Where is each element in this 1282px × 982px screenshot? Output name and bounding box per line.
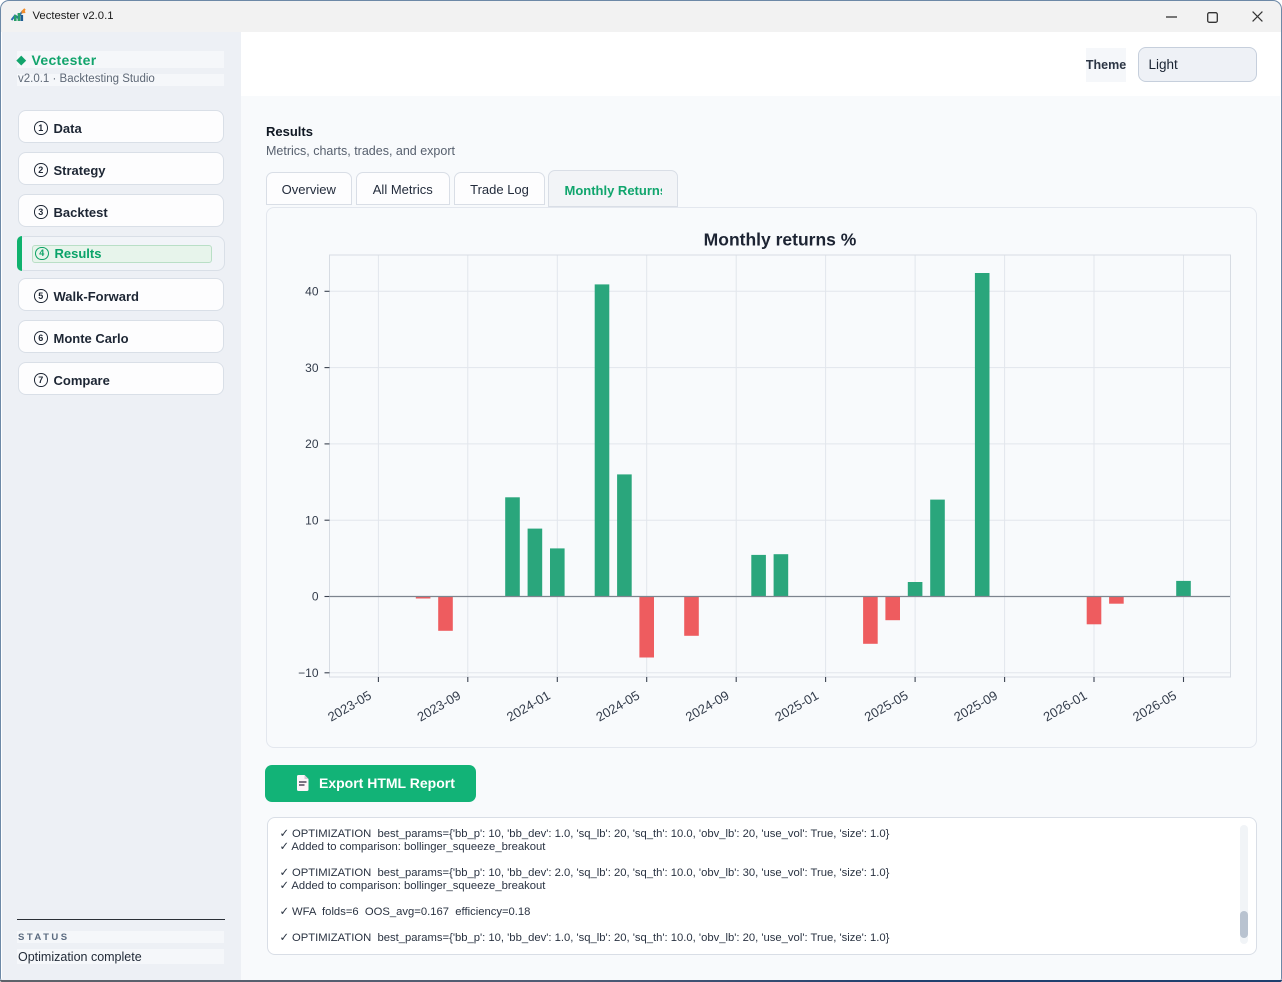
svg-text:2025-05: 2025-05: [862, 688, 911, 725]
svg-text:2025-09: 2025-09: [951, 688, 1000, 725]
svg-text:2025-01: 2025-01: [772, 688, 821, 725]
svg-text:2024-05: 2024-05: [593, 688, 642, 725]
svg-text:2026-01: 2026-01: [1041, 688, 1090, 725]
svg-text:40: 40: [305, 285, 319, 299]
svg-text:2024-01: 2024-01: [504, 688, 553, 725]
svg-text:0: 0: [312, 590, 319, 604]
svg-text:10: 10: [305, 513, 319, 527]
svg-text:Monthly returns %: Monthly returns %: [704, 230, 857, 250]
svg-text:2024-09: 2024-09: [683, 688, 732, 725]
svg-text:30: 30: [305, 361, 319, 375]
svg-text:−10: −10: [298, 666, 319, 680]
svg-text:2023-05: 2023-05: [325, 688, 374, 725]
svg-text:2026-05: 2026-05: [1130, 688, 1179, 725]
svg-text:20: 20: [305, 437, 319, 451]
svg-text:2023-09: 2023-09: [414, 688, 463, 725]
